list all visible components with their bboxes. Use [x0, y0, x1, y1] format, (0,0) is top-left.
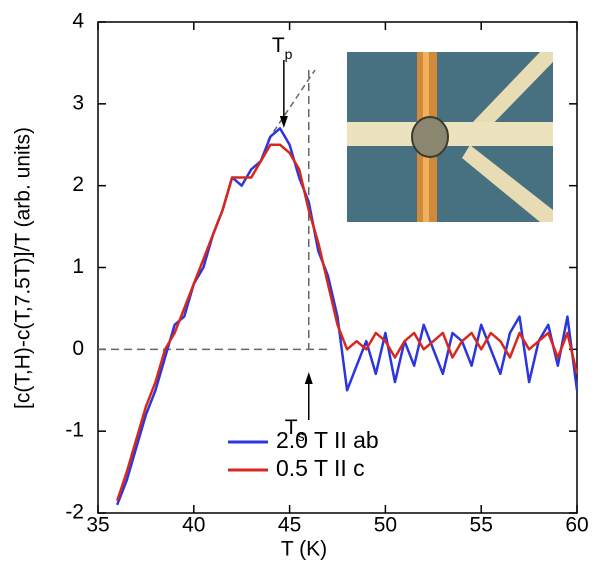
x-tick-label: 50	[374, 514, 397, 537]
x-tick-label: 35	[86, 514, 109, 537]
annotation-sub: p	[285, 46, 293, 62]
annotation: Ts	[285, 416, 305, 444]
x-axis-title: T (K)	[281, 538, 327, 561]
inset-strip	[470, 52, 553, 135]
legend-label: 2.0 T II ab	[276, 427, 379, 453]
annotation-sub: s	[298, 428, 305, 444]
y-tick-label: 0	[72, 337, 84, 360]
x-tick-label: 45	[278, 514, 301, 537]
legend-label: 0.5 T II c	[276, 455, 365, 481]
data-line	[115, 143, 579, 502]
inset-photo	[347, 52, 553, 222]
annotation-text: T	[285, 416, 298, 439]
y-axis-title: [c(T,H)-c(T,7.5T)]/T (arb. units)	[12, 127, 35, 409]
y-tick-label: 4	[72, 10, 84, 33]
x-tick-label: 40	[182, 514, 205, 537]
slope-guide	[267, 69, 316, 141]
annotation-text: T	[272, 34, 285, 57]
annotation: Tp	[272, 34, 293, 62]
y-tick-label: 2	[72, 173, 84, 196]
arrow-head	[279, 116, 288, 128]
y-tick-label: -2	[65, 501, 84, 524]
x-tick-label: 60	[565, 514, 588, 537]
inset-strip	[462, 145, 553, 222]
arrow-head	[304, 372, 313, 384]
inset-strip	[347, 122, 553, 146]
x-tick-label: 55	[470, 514, 493, 537]
y-tick-label: -1	[65, 419, 84, 442]
y-tick-label: 1	[72, 255, 84, 278]
inset-sample	[411, 116, 449, 158]
y-tick-label: 3	[72, 91, 84, 114]
